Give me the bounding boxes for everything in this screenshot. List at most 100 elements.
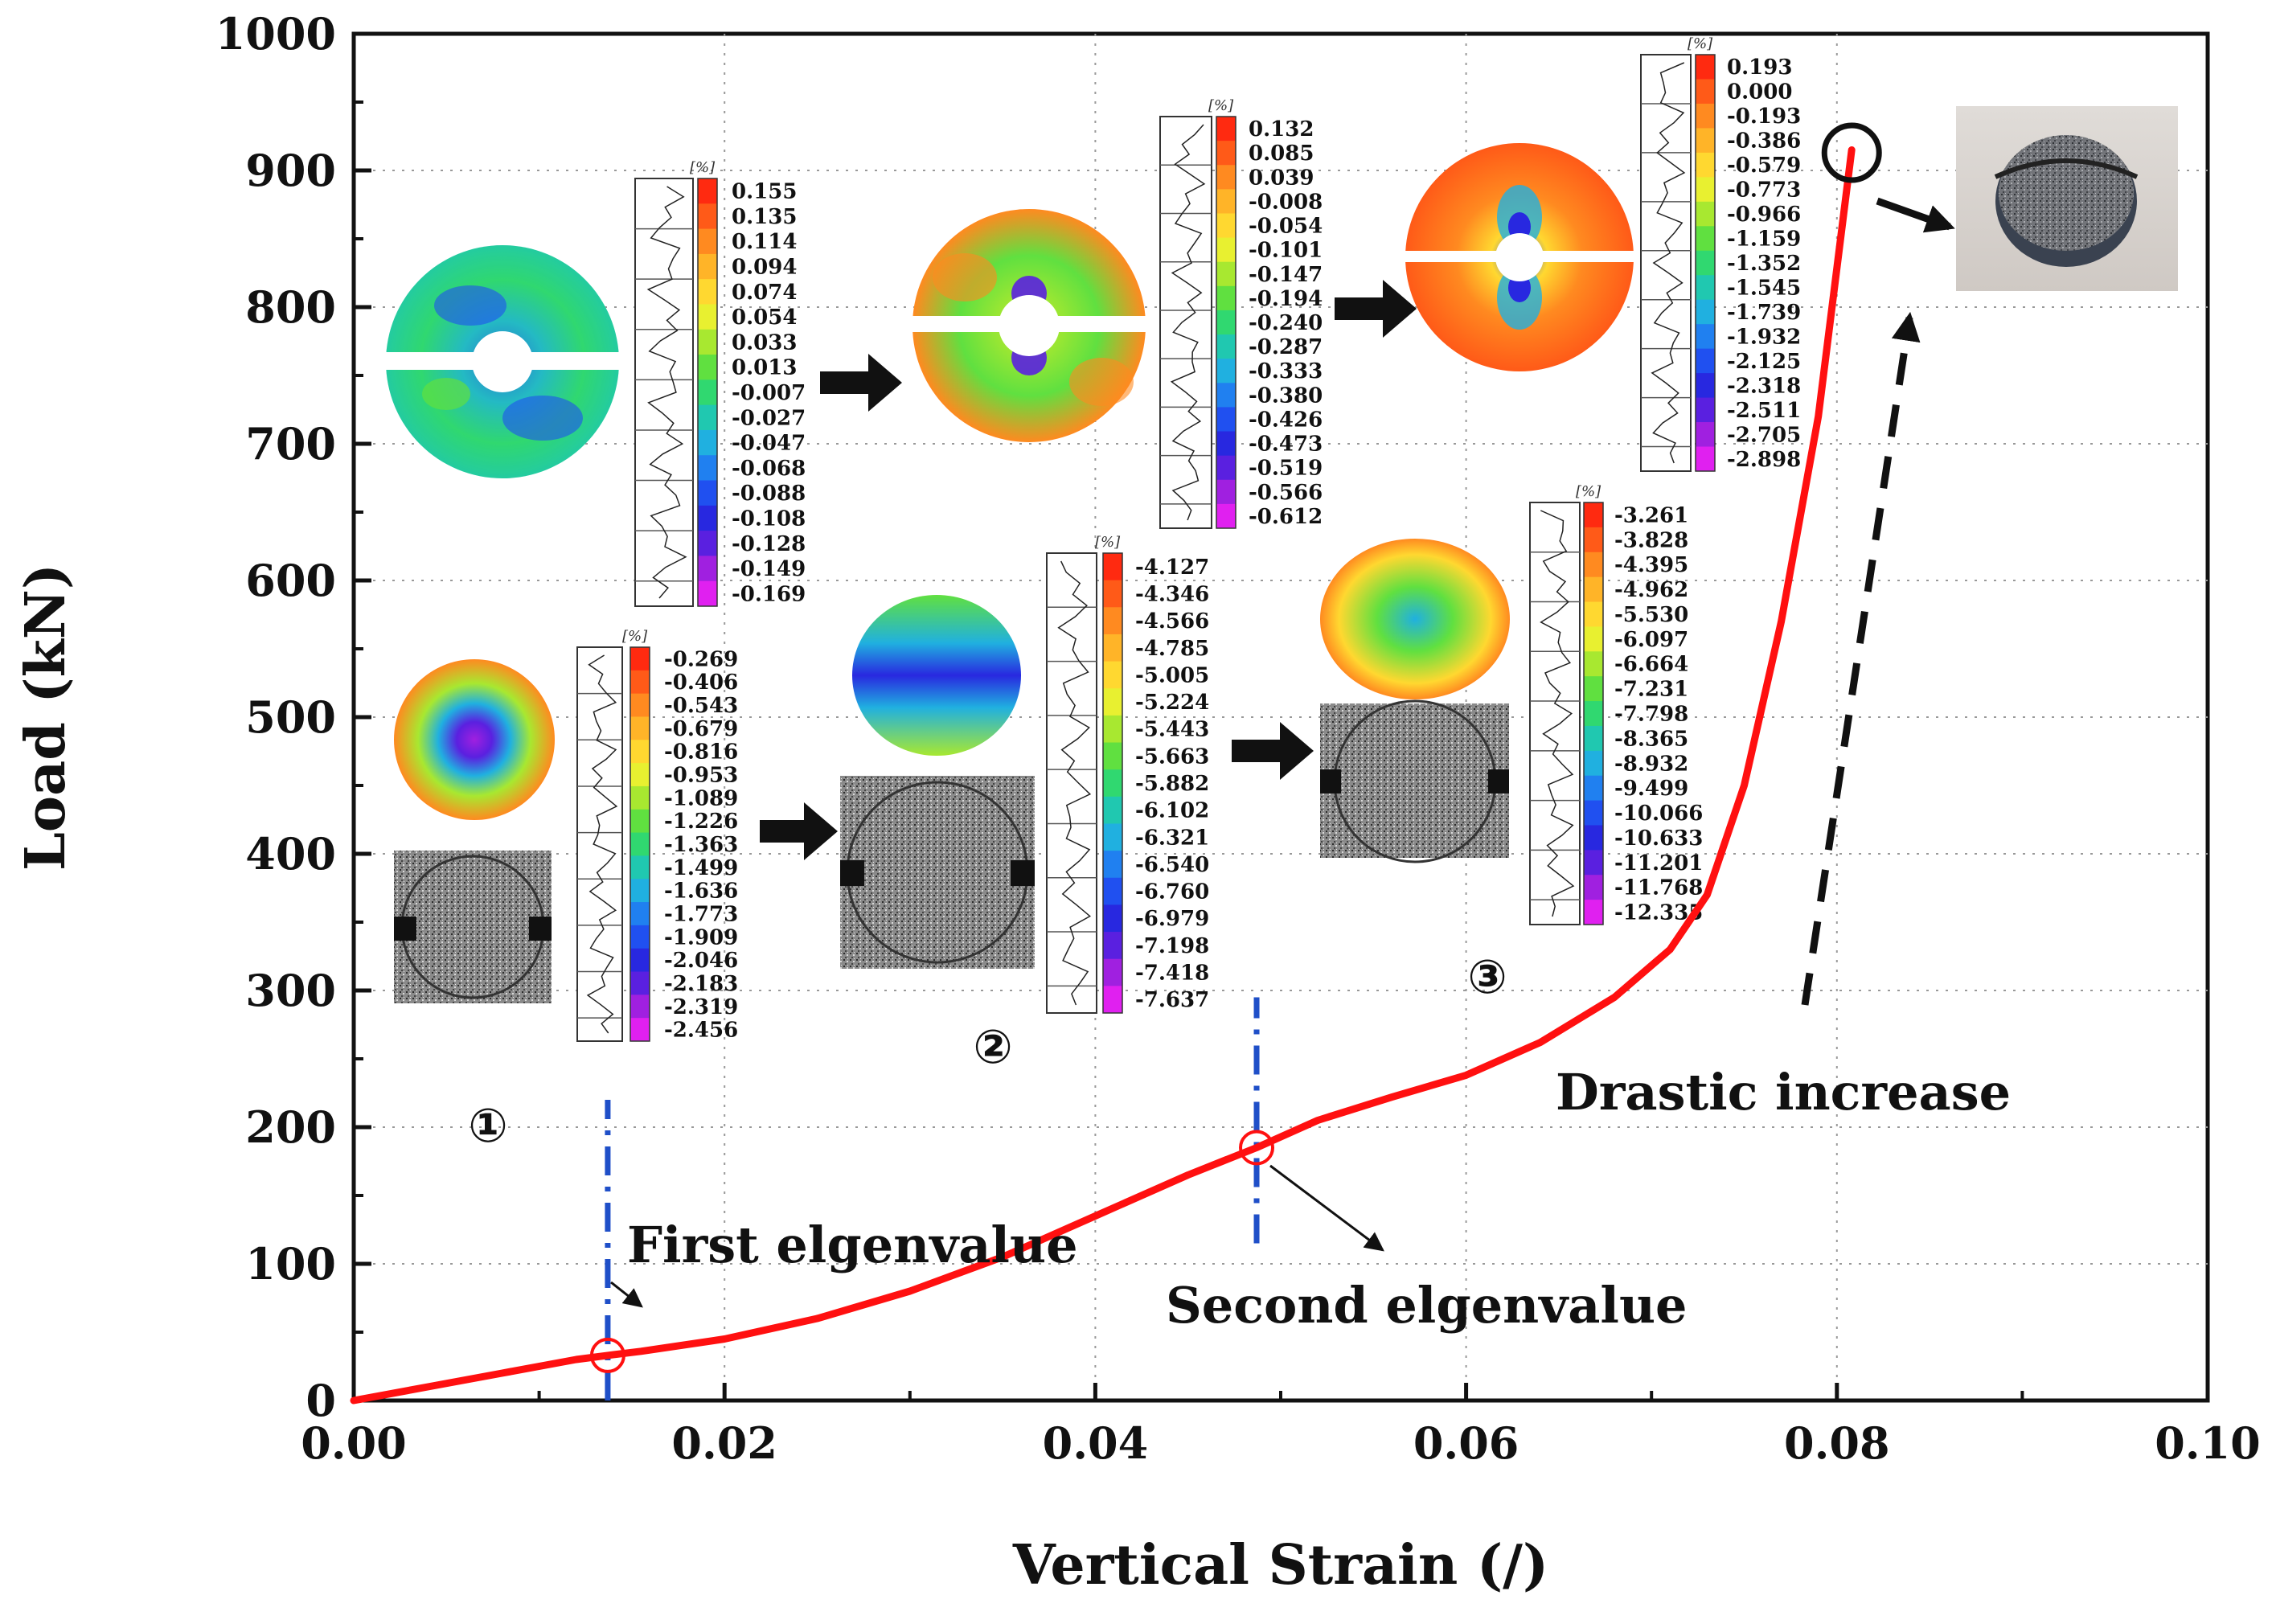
colorbar-outline xyxy=(1216,116,1236,529)
colorbar-swatch xyxy=(1103,661,1122,689)
colorbar-unit: [%] xyxy=(1208,97,1234,114)
process-arrows xyxy=(760,280,1417,860)
colorbar-value: -5.882 xyxy=(1135,772,1209,796)
x-tick-label: 0.06 xyxy=(1413,1417,1519,1469)
colorbar-value: -3.828 xyxy=(1614,528,1688,552)
colorbar-value: -0.816 xyxy=(664,740,738,765)
histogram-box xyxy=(1159,116,1212,529)
colorbar-value: -2.456 xyxy=(664,1019,738,1043)
colorbar-swatch xyxy=(1696,324,1715,350)
y-tick-label: 1000 xyxy=(215,8,336,59)
colorbar-value: -1.159 xyxy=(1727,228,1801,252)
colorbar-value: -0.406 xyxy=(664,671,738,695)
colorbar-swatch xyxy=(1216,383,1236,408)
x-tick-label: 0.04 xyxy=(1043,1417,1149,1469)
y-tick-label: 600 xyxy=(245,555,336,606)
colorbar-swatch xyxy=(630,693,650,717)
colorbar-swatch xyxy=(630,670,650,695)
colorbar-value: -0.773 xyxy=(1727,178,1801,203)
colorbar-value: -0.566 xyxy=(1249,481,1323,505)
histogram-trace xyxy=(646,186,687,599)
colorbar-swatch xyxy=(630,1018,650,1042)
colorbar-swatch xyxy=(630,763,650,787)
colorbar-swatch xyxy=(630,740,650,764)
colorbar-value: -6.664 xyxy=(1614,653,1688,677)
colorbar-value: -0.147 xyxy=(1249,263,1323,287)
colorbar-value: -0.108 xyxy=(732,506,806,531)
histogram-trace xyxy=(1170,124,1206,521)
colorbar-swatch xyxy=(1584,552,1603,578)
colorbar-2: [%]0.1320.0850.039-0.008-0.054-0.101-0.1… xyxy=(1159,97,1323,529)
colorbar-value: -1.089 xyxy=(664,786,738,810)
colorbar-swatch xyxy=(698,429,717,456)
colorbar-swatch xyxy=(698,228,717,255)
colorbar-value: -6.540 xyxy=(1135,853,1209,877)
histogram-box xyxy=(1640,54,1692,472)
colorbar-value: -5.530 xyxy=(1614,603,1688,627)
colorbar-value: -10.066 xyxy=(1614,802,1703,826)
colorbar-swatch xyxy=(1696,275,1715,301)
colorbar-unit: [%] xyxy=(690,159,716,176)
colorbar-value: -7.798 xyxy=(1614,703,1688,727)
colorbar-swatch xyxy=(1103,607,1122,635)
colorbar-swatch xyxy=(1216,503,1236,529)
histogram-box xyxy=(1046,552,1097,1014)
colorbar-value: -1.499 xyxy=(664,856,738,880)
drastic-increase-arrow xyxy=(1801,311,1921,1006)
histogram-box xyxy=(634,178,694,607)
histogram-trace xyxy=(1651,62,1686,464)
y-tick-label: 0 xyxy=(306,1375,336,1426)
colorbar-value: -0.240 xyxy=(1249,311,1323,335)
curve-markers xyxy=(589,122,1882,1373)
colorbar-swatch xyxy=(630,855,650,880)
colorbar-swatch xyxy=(1216,407,1236,433)
colorbar-swatch xyxy=(698,304,717,330)
speckle-photo-3 xyxy=(1320,699,1509,863)
colorbars: [%]0.1550.1350.1140.0940.0740.0540.0330.… xyxy=(576,35,1801,1043)
colorbar-value: -11.201 xyxy=(1614,851,1703,876)
colorbar-value: -5.663 xyxy=(1135,744,1209,769)
colorbar-5: [%] -4.127-4.346 -4.566 -4.785-5.005 -5.224 -… xyxy=(1046,534,1209,1014)
colorbar-value: -11.768 xyxy=(1614,876,1703,900)
y-tick-label: 500 xyxy=(245,691,336,743)
colorbar-value: -1.739 xyxy=(1727,301,1801,325)
colorbar-unit: [%] xyxy=(1576,483,1601,500)
colorbar-swatch xyxy=(1103,877,1122,905)
strain-map-disk-2 xyxy=(908,209,1150,442)
colorbar-swatch xyxy=(1216,261,1236,287)
y-axis-ticks: 0 100 200 300 400 500 600 700 800 900 1000 xyxy=(215,8,371,1426)
y-axis-title: Load (kN) xyxy=(14,564,78,871)
colorbar-swatch xyxy=(1103,688,1122,716)
colorbar-value: -9.499 xyxy=(1614,777,1688,801)
colorbar-value: -0.333 xyxy=(1249,359,1323,383)
colorbar-swatch xyxy=(1103,769,1122,798)
colorbar-swatch xyxy=(1696,226,1715,252)
y-tick-label: 400 xyxy=(245,828,336,880)
histogram-box xyxy=(576,646,623,1042)
colorbar-value: -1.226 xyxy=(664,810,738,834)
colorbar-value: -4.962 xyxy=(1614,578,1688,602)
colorbar-1: [%] 0.1550.1350.1140.0940.0740.0540.0330.… xyxy=(634,159,806,607)
colorbar-swatch xyxy=(1216,117,1236,141)
colorbar-value: -7.198 xyxy=(1135,934,1209,958)
colorbar-value: -6.760 xyxy=(1135,880,1209,904)
colorbar-value: -3.261 xyxy=(1614,503,1688,527)
colorbar-value: -1.363 xyxy=(664,833,738,857)
colorbar-swatch xyxy=(630,971,650,995)
colorbar-swatch xyxy=(1216,189,1236,214)
failed-specimen-photo xyxy=(1956,106,2178,291)
colorbar-value: -2.898 xyxy=(1727,448,1801,472)
colorbar-value: -0.579 xyxy=(1727,154,1801,178)
colorbar-swatch xyxy=(1216,431,1236,457)
colorbar-value: -0.054 xyxy=(1249,215,1323,239)
colorbar-value: 0.054 xyxy=(732,306,797,330)
colorbar-swatch xyxy=(698,480,717,506)
colorbar-swatch xyxy=(1584,527,1603,553)
stage-label-1: ① xyxy=(468,1098,507,1153)
y-tick-label: 300 xyxy=(245,965,336,1016)
colorbar-value: -2.318 xyxy=(1727,374,1801,398)
second-eigenvalue-marker xyxy=(1239,1130,1275,1166)
colorbar-swatch xyxy=(1584,651,1603,677)
colorbar-swatch xyxy=(1216,310,1236,335)
